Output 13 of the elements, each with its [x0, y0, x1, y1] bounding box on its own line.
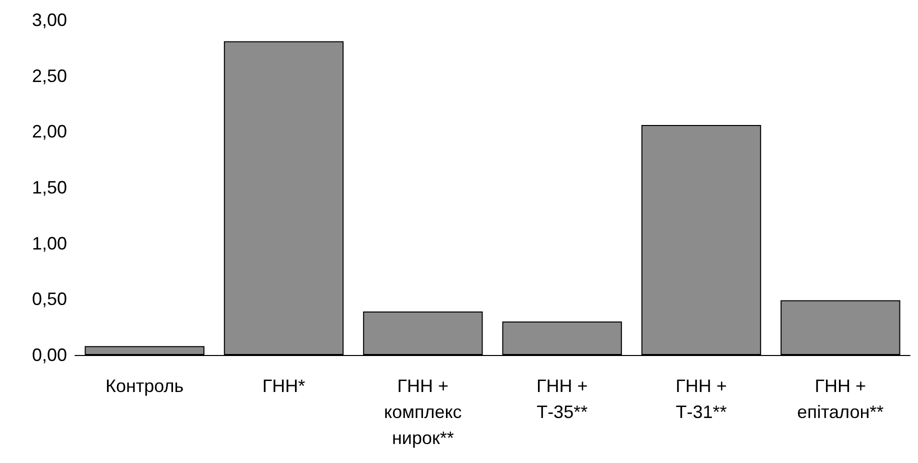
x-tick-label: ГНН + Т-31** — [676, 376, 727, 422]
x-tick-label: Контроль — [105, 376, 184, 396]
y-tick-label: 1,50 — [32, 178, 67, 198]
x-tick-label: ГНН + Т-35** — [536, 376, 588, 422]
y-tick-label: 2,00 — [32, 122, 67, 142]
y-tick-label: 3,00 — [32, 10, 67, 30]
y-tick-label: 0,00 — [32, 345, 67, 365]
x-tick-label: ГНН + комплекс нирок** — [384, 376, 462, 448]
y-tick-label: 2,50 — [32, 66, 67, 86]
x-tick-label: ГНН* — [262, 376, 306, 396]
y-tick-label: 0,50 — [32, 289, 67, 310]
x-tick-label: ГНН + епіталон** — [797, 376, 884, 422]
y-tick-label: 1,00 — [32, 233, 67, 254]
